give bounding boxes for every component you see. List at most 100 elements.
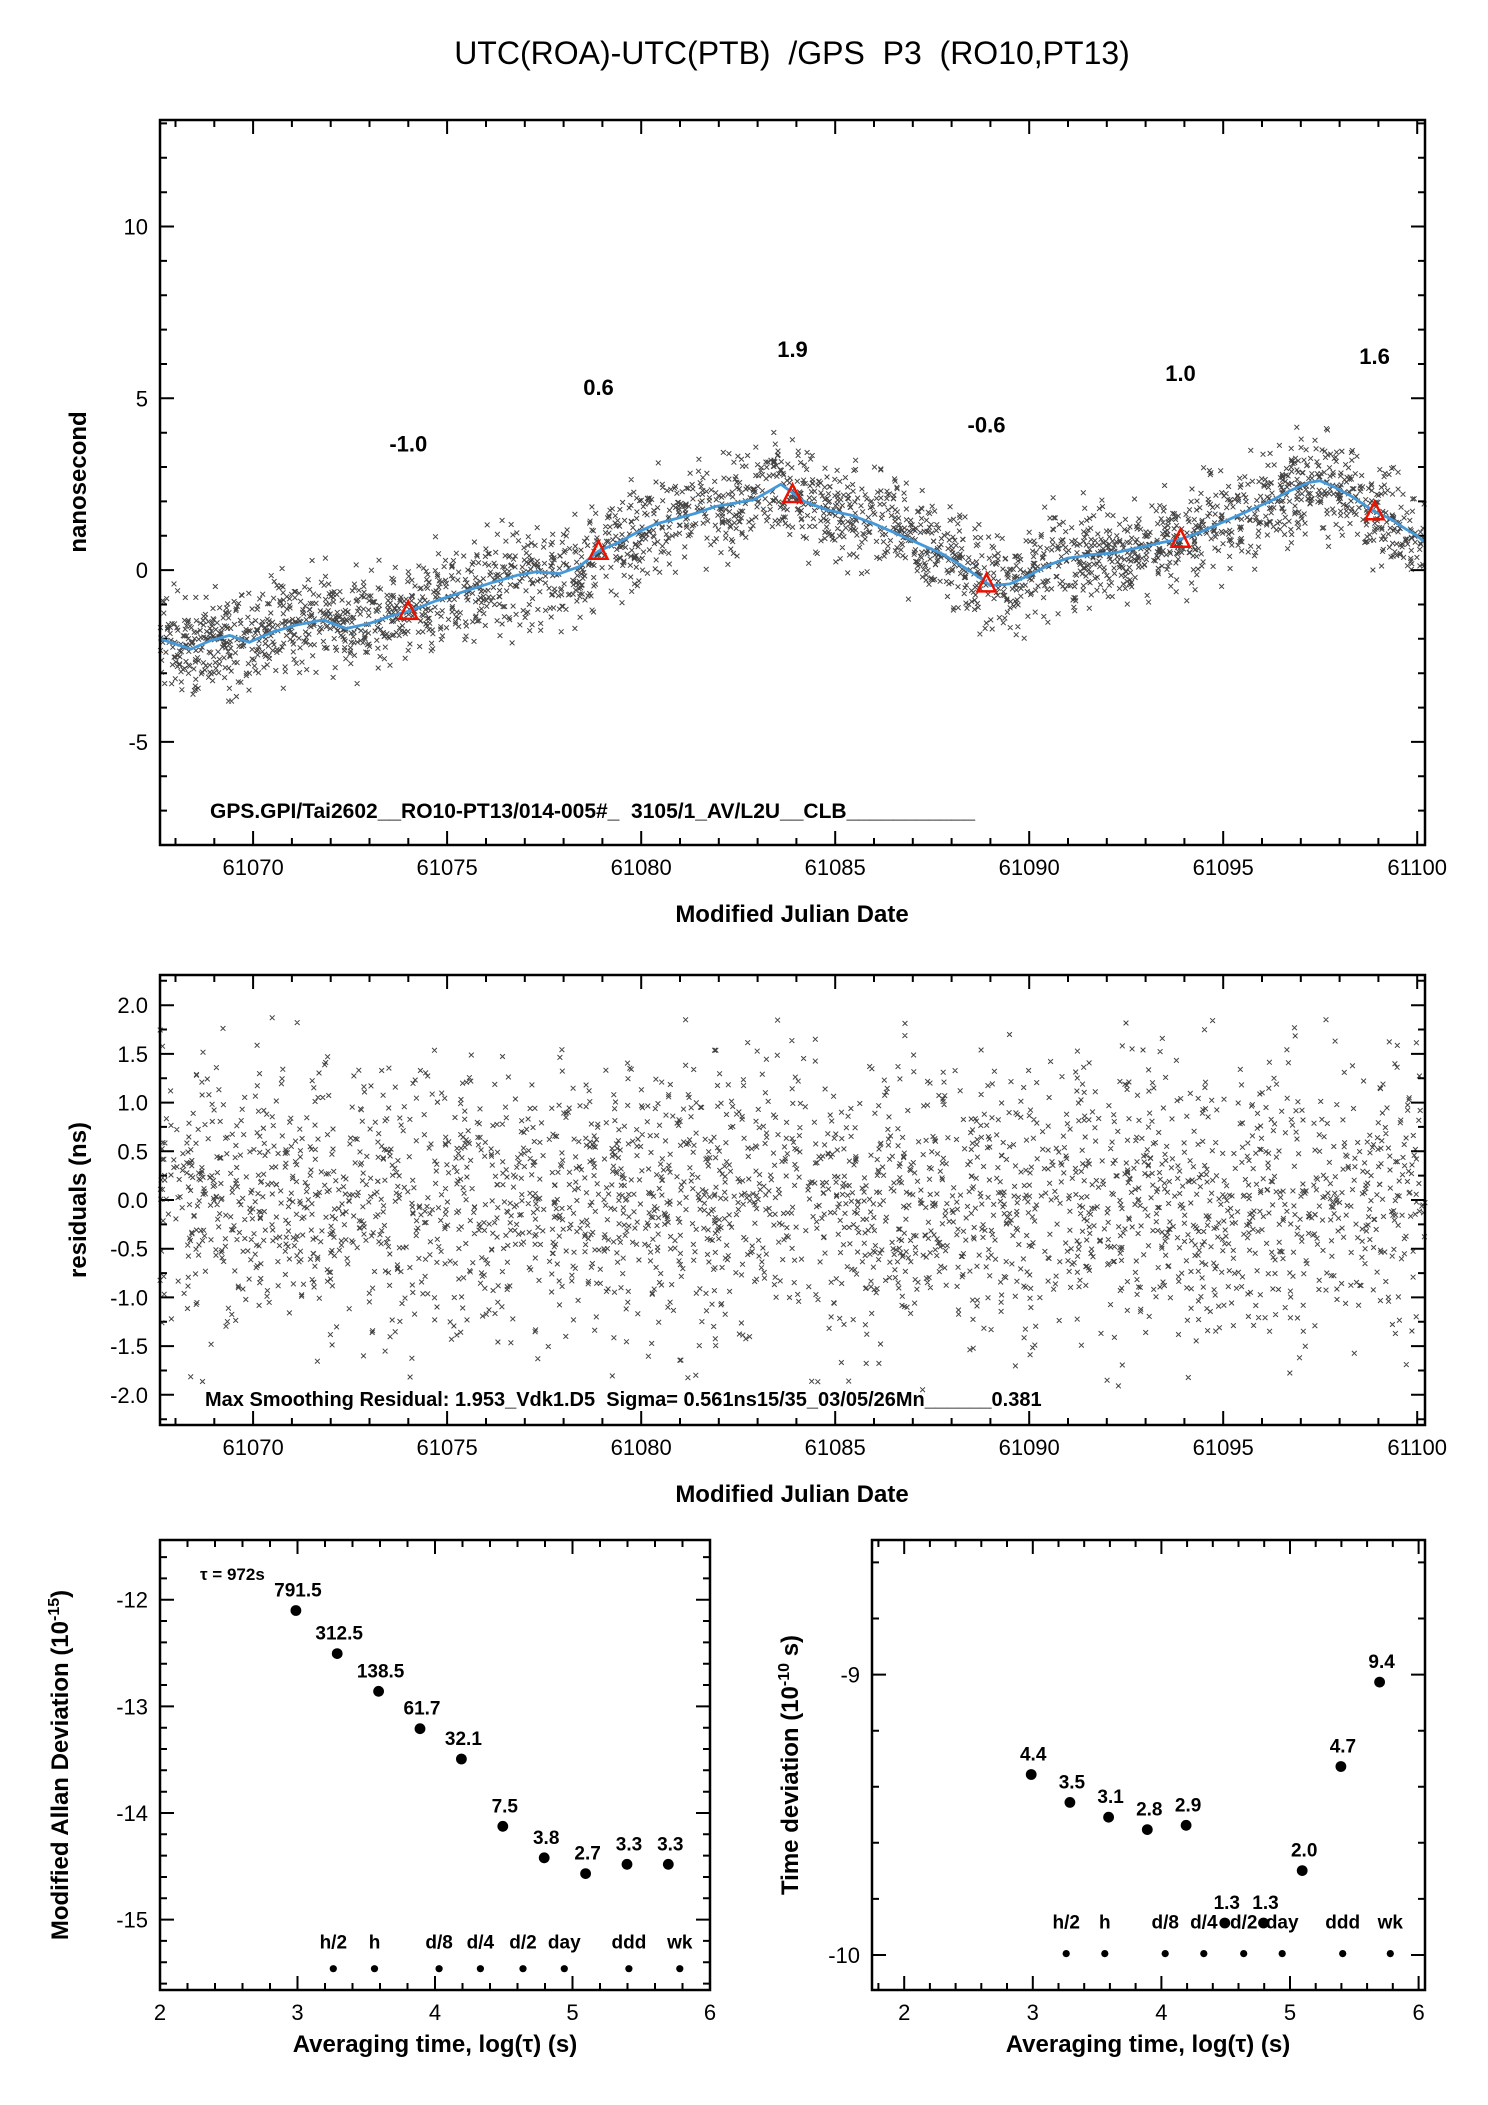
tdev-time-marker-label: h/2	[1052, 1912, 1079, 1933]
residuals-x-tick-label: 61095	[1193, 1435, 1254, 1460]
phase-calibration-triangle	[975, 571, 998, 593]
mdev-data-point	[580, 1868, 591, 1879]
mdev-data-point-label: 7.5	[492, 1796, 519, 1817]
mdev-time-marker-label: d/8	[425, 1932, 452, 1953]
phase-ticks	[160, 120, 1425, 846]
mdev-time-marker	[435, 1965, 443, 1973]
tdev-data-point-label: 4.7	[1330, 1737, 1356, 1758]
phase-y-axis-label: nanosecond	[65, 411, 92, 552]
mdev-time-marker	[329, 1965, 337, 1973]
residuals-y-tick-label: 0.5	[117, 1139, 148, 1164]
phase-calibration-triangle	[1363, 498, 1386, 521]
phase-triangle-label: 1.9	[777, 337, 808, 362]
mdev-time-marker-label: d/2	[509, 1932, 536, 1953]
tdev-time-marker-label: day	[1266, 1912, 1299, 1933]
tdev-data-point-label: 3.5	[1059, 1772, 1086, 1793]
mdev-time-marker-label: d/4	[467, 1932, 495, 1953]
tdev-time-marker-label: ddd	[1325, 1912, 1360, 1933]
tdev-frame	[870, 1538, 1427, 1992]
tdev-data-point	[1335, 1761, 1347, 1772]
tdev-x-tick-label: 2	[898, 2000, 910, 2025]
tdev-x-tick-label: 4	[1155, 2000, 1167, 2025]
phase-x-axis-label: Modified Julian Date	[675, 901, 908, 928]
phase-x-tick-label: 61075	[417, 855, 478, 880]
tdev-y-axis-label-exponent: -10	[776, 1663, 793, 1686]
tdev-x-tick-label: 3	[1027, 2000, 1039, 2025]
tdev-time-marker-label: d/8	[1151, 1912, 1178, 1933]
phase-triangle-label: 1.6	[1359, 344, 1390, 369]
tdev-y-tick-label: -10	[828, 1943, 860, 1968]
residuals-y-axis-label: residuals (ns)	[65, 1122, 92, 1278]
tdev-data-point-label: 3.1	[1097, 1787, 1124, 1808]
tdev-time-marker	[1200, 1950, 1208, 1958]
tdev-data-point-label: 4.4	[1020, 1745, 1047, 1766]
mdev-data-point	[497, 1820, 509, 1832]
mdev-data-point	[414, 1723, 426, 1735]
mdev-time-marker-label: h/2	[320, 1932, 347, 1953]
mdev-time-marker-label: wk	[666, 1932, 693, 1953]
tdev-time-marker-label: wk	[1377, 1912, 1404, 1933]
residuals-y-tick-label: -2.0	[110, 1383, 148, 1408]
mdev-tau-annotation: τ = 972s	[200, 1565, 265, 1584]
residuals-y-tick-label: 0.0	[117, 1188, 148, 1213]
residuals-y-tick-label: -1.0	[110, 1285, 148, 1310]
tdev-data-point-label: 1.3	[1252, 1893, 1278, 1914]
phase-frame	[158, 118, 1427, 847]
phase-triangle-label: -1.0	[389, 432, 427, 457]
residuals-annotation: Max Smoothing Residual: 1.953_Vdk1.D5 Si…	[205, 1389, 1042, 1411]
tdev-data-point	[1064, 1797, 1076, 1808]
tdev-data-point	[1296, 1865, 1308, 1876]
mdev-y-axis-label-close: )	[47, 1590, 74, 1598]
mdev-data-point-label: 3.3	[657, 1834, 683, 1855]
tdev-y-axis-label-close: s)	[777, 1635, 804, 1663]
residuals-y-tick-label: 1.5	[117, 1042, 148, 1067]
residuals-frame	[158, 973, 1427, 1427]
tdev-data-point	[1025, 1769, 1037, 1780]
phase-calibration-triangle	[1169, 526, 1192, 548]
mdev-y-tick-label: -13	[116, 1694, 148, 1719]
mdev-data-point-label: 312.5	[315, 1624, 363, 1645]
phase-x-tick-label: 61095	[1193, 855, 1254, 880]
phase-scatter-points	[157, 424, 1427, 704]
tdev-data-point-label: 9.4	[1368, 1652, 1395, 1673]
tdev-time-marker	[1062, 1950, 1070, 1958]
residuals-y-tick-label: 2.0	[117, 993, 148, 1018]
tdev-time-marker	[1339, 1950, 1347, 1958]
mdev-time-marker	[625, 1965, 633, 1973]
mdev-x-tick-label: 6	[704, 2000, 716, 2025]
phase-annotation: GPS.GPI/Tai2602__RO10-PT13/014-005#_ 310…	[210, 800, 975, 823]
mdev-time-marker	[476, 1965, 484, 1973]
mdev-x-tick-label: 2	[154, 2000, 166, 2025]
phase-smoothed-line	[159, 479, 1426, 651]
mdev-x-tick-label: 3	[291, 2000, 303, 2025]
phase-calibration-triangle	[397, 598, 420, 621]
mdev-y-tick-label: -14	[116, 1801, 148, 1826]
tdev-y-axis-label: Time deviation (10-10 s)	[776, 1635, 804, 1895]
residuals-x-tick-label: 61070	[223, 1435, 284, 1460]
mdev-data-point-label: 2.7	[574, 1844, 600, 1865]
mdev-y-axis-label: Modified Allan Deviation (10-15)	[46, 1590, 74, 1940]
phase-y-tick-label: -5	[128, 730, 148, 755]
mdev-data-point-label: 3.8	[533, 1828, 559, 1849]
phase-x-tick-label: 61085	[805, 855, 866, 880]
mdev-data-point-label: 138.5	[357, 1661, 405, 1682]
tdev-y-tick-label: -9	[840, 1663, 860, 1688]
mdev-time-marker	[370, 1965, 379, 1973]
mdev-x-tick-label: 4	[429, 2000, 441, 2025]
tdev-ticks	[872, 1540, 1425, 1990]
tdev-time-marker-label: h	[1099, 1912, 1111, 1933]
residuals-y-tick-label: 1.0	[117, 1091, 148, 1116]
mdev-y-axis-label-exponent: -15	[46, 1598, 63, 1621]
mdev-time-marker-label: ddd	[611, 1932, 646, 1953]
phase-triangle-label: -0.6	[968, 413, 1006, 438]
chart-title: UTC(ROA)-UTC(PTB) /GPS P3 (RO10,PT13)	[454, 35, 1130, 71]
mdev-ticks	[159, 1540, 711, 1990]
mdev-time-marker	[519, 1965, 527, 1973]
tdev-data-point	[1141, 1824, 1153, 1835]
phase-calibration-triangle	[587, 538, 610, 560]
tdev-data-point	[1103, 1811, 1114, 1823]
phase-y-tick-label: 10	[124, 215, 148, 240]
mdev-y-axis-label-main: Modified Allan Deviation (10	[47, 1621, 74, 1940]
